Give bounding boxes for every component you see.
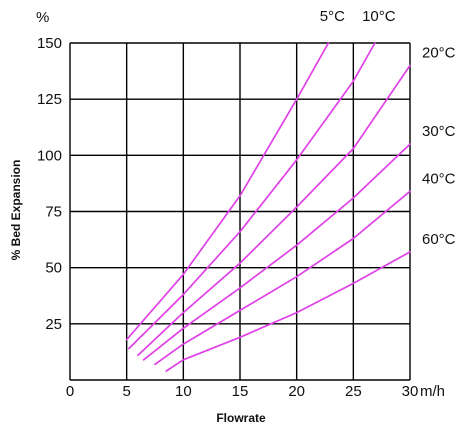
x-tick-15: 15 xyxy=(232,383,249,400)
series-lines xyxy=(125,42,411,372)
x-axis-label: Flowrate xyxy=(216,411,266,425)
series-line-0 xyxy=(125,42,330,341)
series-line-5 xyxy=(165,251,411,372)
y-tick-25: 25 xyxy=(45,316,62,333)
y-axis-label: % Bed Expansion xyxy=(9,160,23,261)
x-tick-10: 10 xyxy=(175,383,192,400)
x-tick-20: 20 xyxy=(288,383,305,400)
x-tick-25: 25 xyxy=(345,383,362,400)
grid xyxy=(69,42,411,381)
x-tick-0: 0 xyxy=(66,383,74,400)
y-tick-100: 100 xyxy=(37,147,62,164)
series-line-3 xyxy=(142,143,411,361)
x-tick-5: 5 xyxy=(122,383,130,400)
series-label-0: 5°C xyxy=(320,8,345,25)
y-unit-label: % xyxy=(36,9,49,26)
series-label-1: 10°C xyxy=(362,8,396,25)
series-line-1 xyxy=(128,42,376,350)
series-label-4: 40°C xyxy=(422,170,456,187)
series-line-2 xyxy=(137,64,411,357)
series-label-5: 60°C xyxy=(422,231,456,248)
y-tick-75: 75 xyxy=(45,204,62,221)
y-tick-150: 150 xyxy=(37,35,62,52)
x-tick-30: 30 xyxy=(402,383,419,400)
series-label-2: 20°C xyxy=(422,44,456,61)
y-tick-125: 125 xyxy=(37,91,62,108)
series-label-3: 30°C xyxy=(422,123,456,140)
y-tick-50: 50 xyxy=(45,260,62,277)
x-tick-labels: 0 5 10 15 20 25 30 xyxy=(66,383,419,400)
series-line-4 xyxy=(154,190,411,366)
series-labels: 5°C 10°C 20°C 30°C 40°C 60°C xyxy=(320,8,456,248)
y-tick-labels: 25 50 75 100 125 150 xyxy=(37,35,62,333)
x-unit-label: m/h xyxy=(420,383,445,400)
